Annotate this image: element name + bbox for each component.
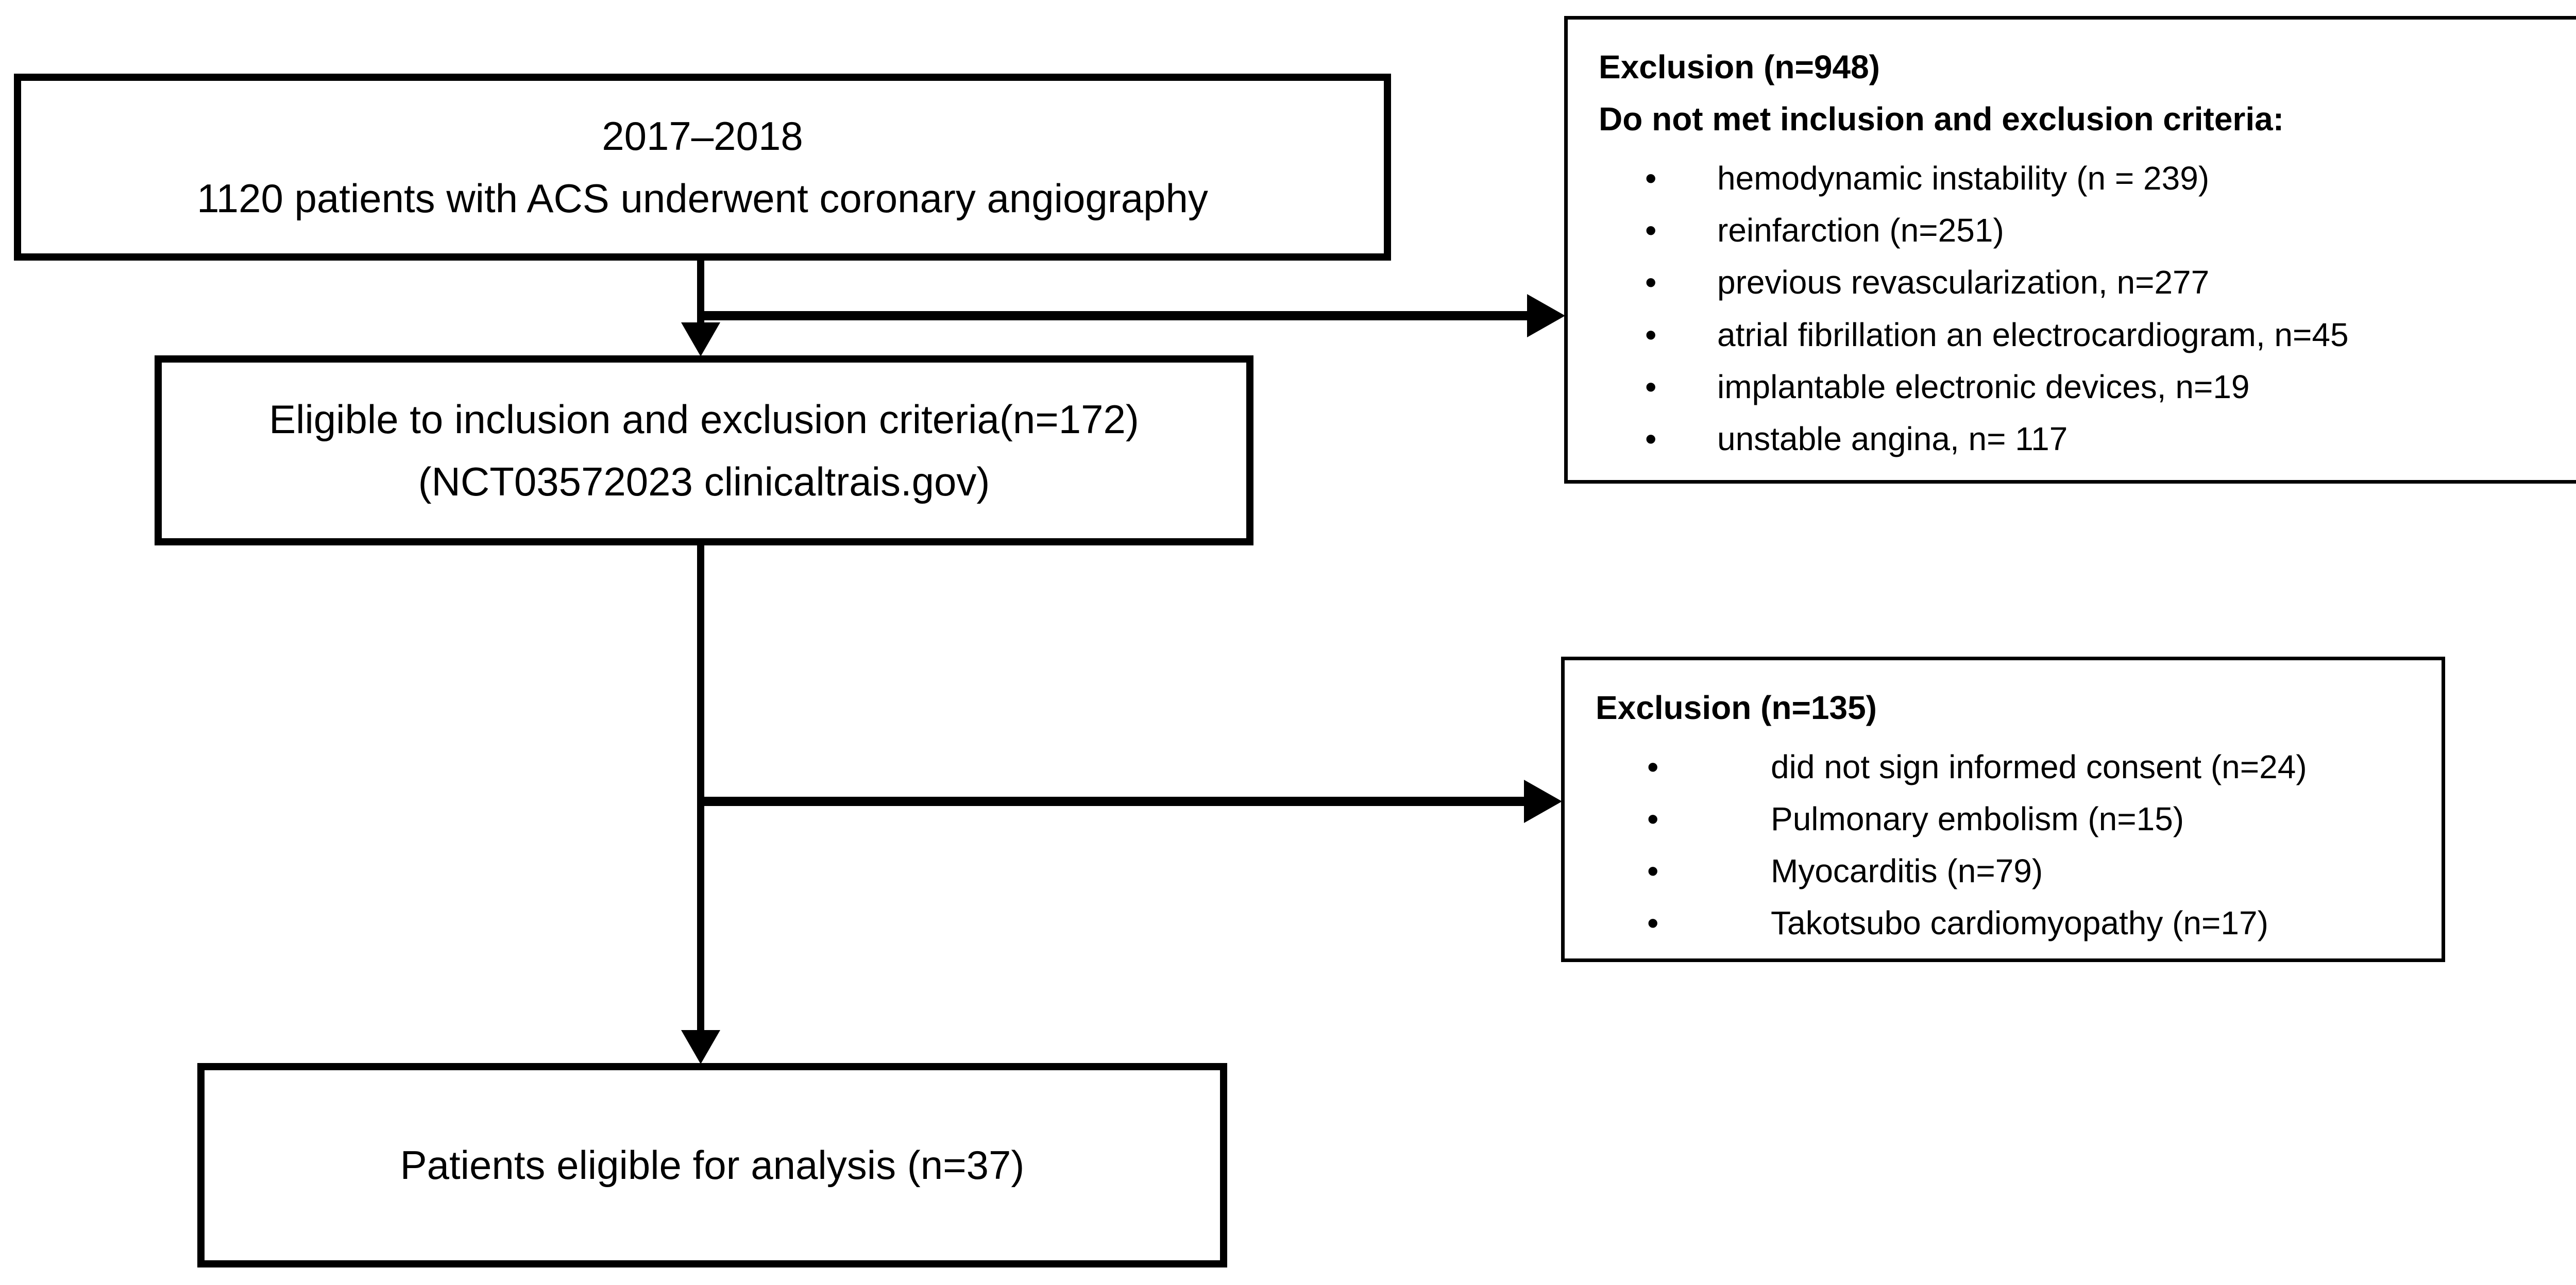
connector-to-exclusion-1 [701,311,1527,320]
analysis-box: Patients eligible for analysis (n=37) [197,1063,1227,1267]
list-item: previous revascularization, n=277 [1645,256,2576,309]
enrollment-box: 2017–2018 1120 patients with ACS underwe… [14,74,1391,261]
analysis-description: Patients eligible for analysis (n=37) [400,1142,1025,1188]
list-item: atrial fibrillation an electrocardiogram… [1645,309,2576,361]
exclusion-1-list: hemodynamic instability (n = 239) reinfa… [1599,152,2576,465]
exclusion-box-2: Exclusion (n=135) did not sign informed … [1561,657,2445,962]
enrollment-years: 2017–2018 [602,113,803,159]
exclusion-1-title: Exclusion (n=948) [1599,48,1880,85]
list-item: did not sign informed consent (n=24) [1647,741,2411,793]
exclusion-2-title: Exclusion (n=135) [1596,689,1877,726]
list-item: Myocarditis (n=79) [1647,845,2411,897]
list-item: Takotsubo cardiomyopathy (n=17) [1647,897,2411,949]
arrow-right-icon [1524,780,1562,823]
arrow-down-icon [681,1030,720,1064]
arrow-down-icon [681,322,720,356]
eligible-trial-id: (NCT03572023 clinicaltrais.gov) [418,458,990,504]
connector-eligible-to-analysis [697,545,704,1032]
enrollment-description: 1120 patients with ACS underwent coronar… [197,175,1208,221]
eligible-box: Eligible to inclusion and exclusion crit… [155,355,1253,545]
list-item: implantable electronic devices, n=19 [1645,361,2576,413]
exclusion-2-list: did not sign informed consent (n=24) Pul… [1596,741,2411,950]
list-item: Pulmonary embolism (n=15) [1647,793,2411,845]
list-item: unstable angina, n= 117 [1645,413,2576,465]
exclusion-box-1: Exclusion (n=948) Do not met inclusion a… [1564,16,2576,484]
arrow-right-icon [1527,294,1565,337]
connector-enrollment-to-eligible [697,260,704,324]
list-item: hemodynamic instability (n = 239) [1645,152,2576,204]
exclusion-1-subtitle: Do not met inclusion and exclusion crite… [1599,100,2284,138]
connector-to-exclusion-2 [701,797,1524,806]
eligible-description: Eligible to inclusion and exclusion crit… [269,396,1139,442]
list-item: reinfarction (n=251) [1645,204,2576,256]
